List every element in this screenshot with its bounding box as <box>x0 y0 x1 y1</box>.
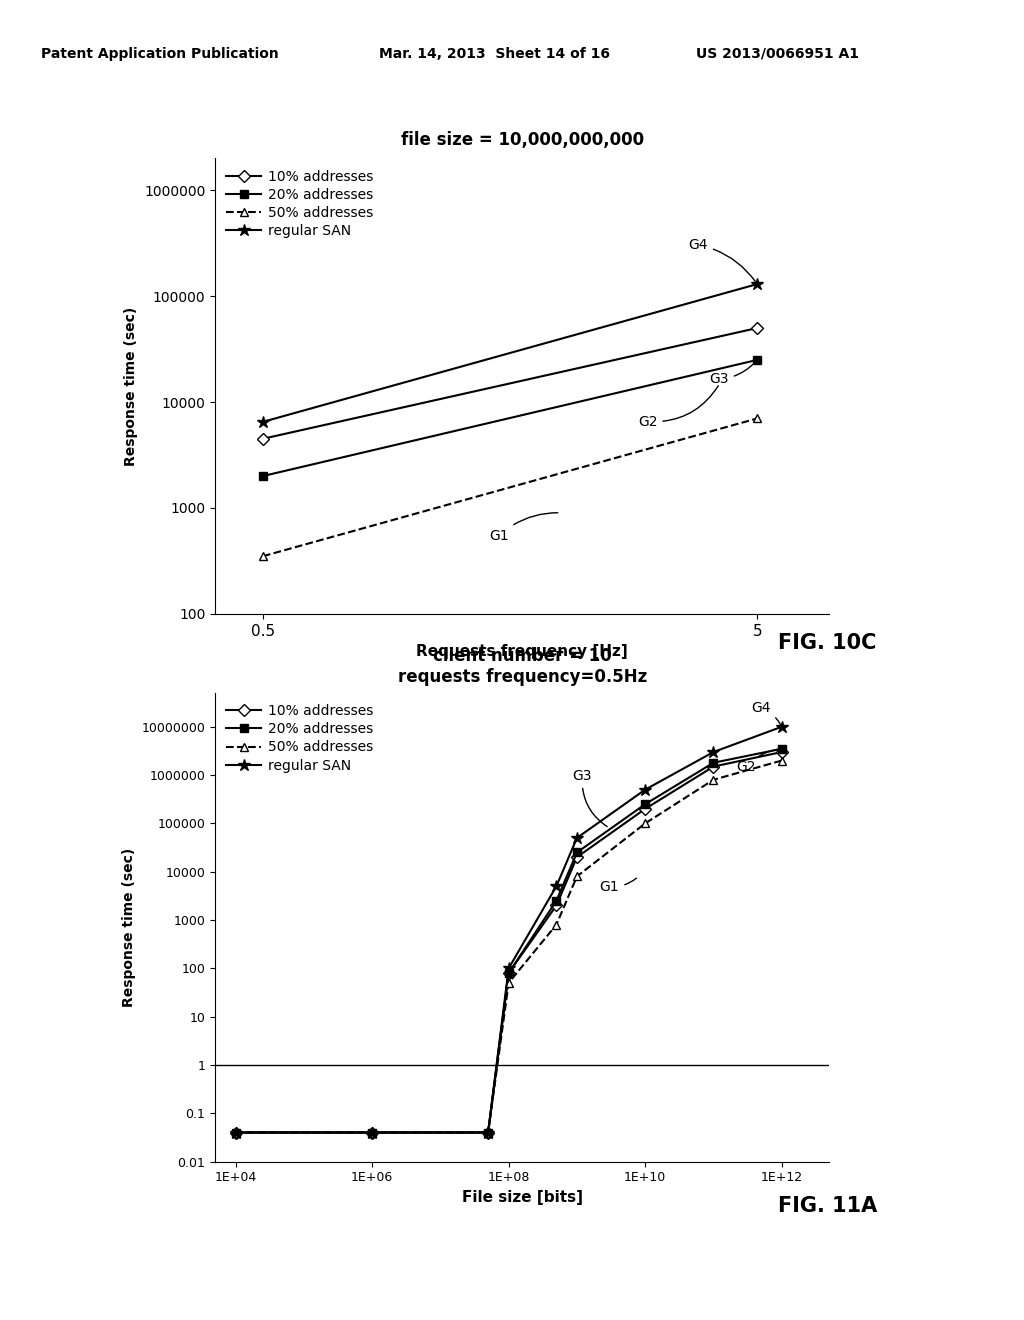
10% addresses <box>751 321 763 337</box>
50% addresses <box>639 816 651 832</box>
50% addresses <box>482 1125 495 1140</box>
20% addresses <box>366 1125 378 1140</box>
regular SAN <box>708 744 720 760</box>
Line: regular SAN: regular SAN <box>257 277 764 428</box>
Text: Patent Application Publication: Patent Application Publication <box>41 46 279 61</box>
10% addresses <box>366 1125 378 1140</box>
50% addresses <box>503 975 515 991</box>
Text: G1: G1 <box>600 878 637 894</box>
regular SAN <box>639 781 651 797</box>
50% addresses <box>570 869 583 884</box>
Text: G2: G2 <box>638 385 718 429</box>
20% addresses <box>570 845 583 861</box>
50% addresses <box>775 752 787 768</box>
Text: US 2013/0066951 A1: US 2013/0066951 A1 <box>696 46 859 61</box>
regular SAN <box>366 1125 378 1140</box>
Line: 10% addresses: 10% addresses <box>259 323 762 444</box>
Legend: 10% addresses, 20% addresses, 50% addresses, regular SAN: 10% addresses, 20% addresses, 50% addres… <box>222 700 378 776</box>
Text: FIG. 11A: FIG. 11A <box>778 1196 878 1216</box>
X-axis label: File size [bits]: File size [bits] <box>462 1189 583 1205</box>
20% addresses <box>257 469 269 484</box>
regular SAN <box>570 830 583 846</box>
50% addresses <box>229 1125 242 1140</box>
Y-axis label: Response time (sec): Response time (sec) <box>122 847 136 1007</box>
Text: G3: G3 <box>710 362 756 387</box>
Title: client number = 10
requests frequency=0.5Hz: client number = 10 requests frequency=0.… <box>397 647 647 686</box>
Line: 50% addresses: 50% addresses <box>231 756 785 1137</box>
Text: Mar. 14, 2013  Sheet 14 of 16: Mar. 14, 2013 Sheet 14 of 16 <box>379 46 610 61</box>
X-axis label: Requests frequency [Hz]: Requests frequency [Hz] <box>417 644 628 659</box>
Text: G4: G4 <box>688 238 756 282</box>
50% addresses <box>550 917 562 933</box>
20% addresses <box>775 741 787 756</box>
10% addresses <box>482 1125 495 1140</box>
50% addresses <box>366 1125 378 1140</box>
10% addresses <box>639 801 651 817</box>
Text: FIG. 10C: FIG. 10C <box>778 634 877 653</box>
regular SAN <box>482 1125 495 1140</box>
10% addresses <box>550 898 562 913</box>
Text: G2: G2 <box>736 750 779 775</box>
Title: file size = 10,000,000,000: file size = 10,000,000,000 <box>400 131 644 149</box>
Line: regular SAN: regular SAN <box>229 721 788 1139</box>
20% addresses <box>482 1125 495 1140</box>
10% addresses <box>503 965 515 981</box>
50% addresses <box>751 411 763 426</box>
20% addresses <box>503 965 515 981</box>
20% addresses <box>229 1125 242 1140</box>
Legend: 10% addresses, 20% addresses, 50% addresses, regular SAN: 10% addresses, 20% addresses, 50% addres… <box>222 165 378 242</box>
regular SAN <box>229 1125 242 1140</box>
regular SAN <box>751 276 763 292</box>
20% addresses <box>639 796 651 812</box>
20% addresses <box>751 352 763 368</box>
50% addresses <box>708 772 720 788</box>
Text: G4: G4 <box>752 701 780 725</box>
20% addresses <box>708 755 720 771</box>
Line: 20% addresses: 20% addresses <box>259 355 762 480</box>
Y-axis label: Response time (sec): Response time (sec) <box>124 306 138 466</box>
Line: 20% addresses: 20% addresses <box>231 744 785 1137</box>
10% addresses <box>775 744 787 760</box>
regular SAN <box>257 414 269 430</box>
10% addresses <box>229 1125 242 1140</box>
regular SAN <box>550 878 562 894</box>
Text: G3: G3 <box>572 768 607 826</box>
Line: 50% addresses: 50% addresses <box>259 414 762 561</box>
10% addresses <box>570 849 583 865</box>
10% addresses <box>708 759 720 775</box>
Text: G1: G1 <box>488 512 558 543</box>
Line: 10% addresses: 10% addresses <box>231 748 785 1137</box>
regular SAN <box>775 719 787 735</box>
20% addresses <box>550 892 562 908</box>
10% addresses <box>257 430 269 446</box>
regular SAN <box>503 961 515 977</box>
50% addresses <box>257 548 269 564</box>
